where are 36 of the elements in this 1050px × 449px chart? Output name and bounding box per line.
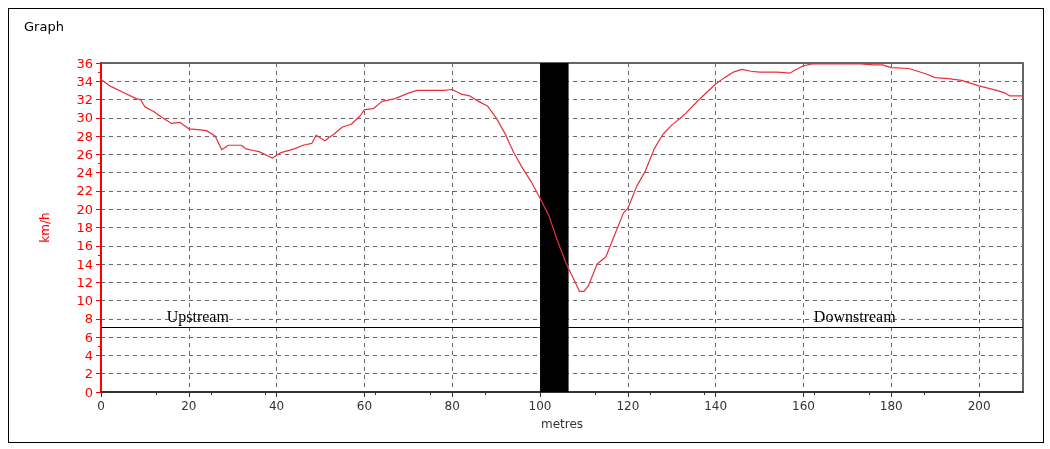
x-tick-label: 20 — [181, 399, 197, 413]
y-tick-label: 6 — [84, 329, 93, 345]
x-tick-label: 160 — [792, 399, 815, 413]
y-tick-label: 16 — [76, 238, 93, 254]
y-tick-label: 0 — [84, 384, 93, 400]
line-series — [100, 63, 1024, 293]
x-tick-label: 40 — [268, 399, 285, 413]
y-axis-title: km/h — [38, 212, 52, 243]
y-tick-label: 26 — [76, 146, 93, 162]
x-tick-label: 200 — [967, 399, 991, 413]
y-tick-label: 14 — [76, 256, 93, 272]
y-tick-label: 24 — [76, 165, 93, 181]
y-tick-label: 12 — [76, 274, 93, 290]
x-tick-label: 60 — [356, 399, 373, 413]
x-tick-label: 0 — [97, 399, 105, 413]
x-axis-title: metres — [540, 417, 584, 431]
y-tick-label: 36 — [76, 55, 93, 71]
y-tick-label: 34 — [76, 73, 93, 89]
x-tick-label: 140 — [704, 399, 728, 413]
x-tick-label: 80 — [444, 399, 460, 413]
annotation: Upstream — [166, 307, 230, 326]
y-tick-label: 2 — [84, 366, 93, 382]
y-tick-label: 18 — [76, 220, 93, 235]
x-tick-label: 180 — [879, 399, 903, 413]
annotation: Downstream — [813, 307, 897, 325]
x-tick-label: 100 — [528, 399, 552, 413]
chart-title: Graph — [24, 19, 64, 34]
y-tick-label: 20 — [76, 201, 93, 217]
x-tick-label: 120 — [616, 399, 640, 413]
y-tick-label: 30 — [76, 110, 93, 126]
y-tick-label: 10 — [76, 293, 93, 309]
y-tick-label: 32 — [76, 92, 93, 108]
y-tick-label: 28 — [76, 128, 93, 144]
y-tick-label: 8 — [84, 311, 93, 327]
y-tick-label: 4 — [84, 347, 93, 363]
y-tick-label: 22 — [76, 183, 93, 199]
